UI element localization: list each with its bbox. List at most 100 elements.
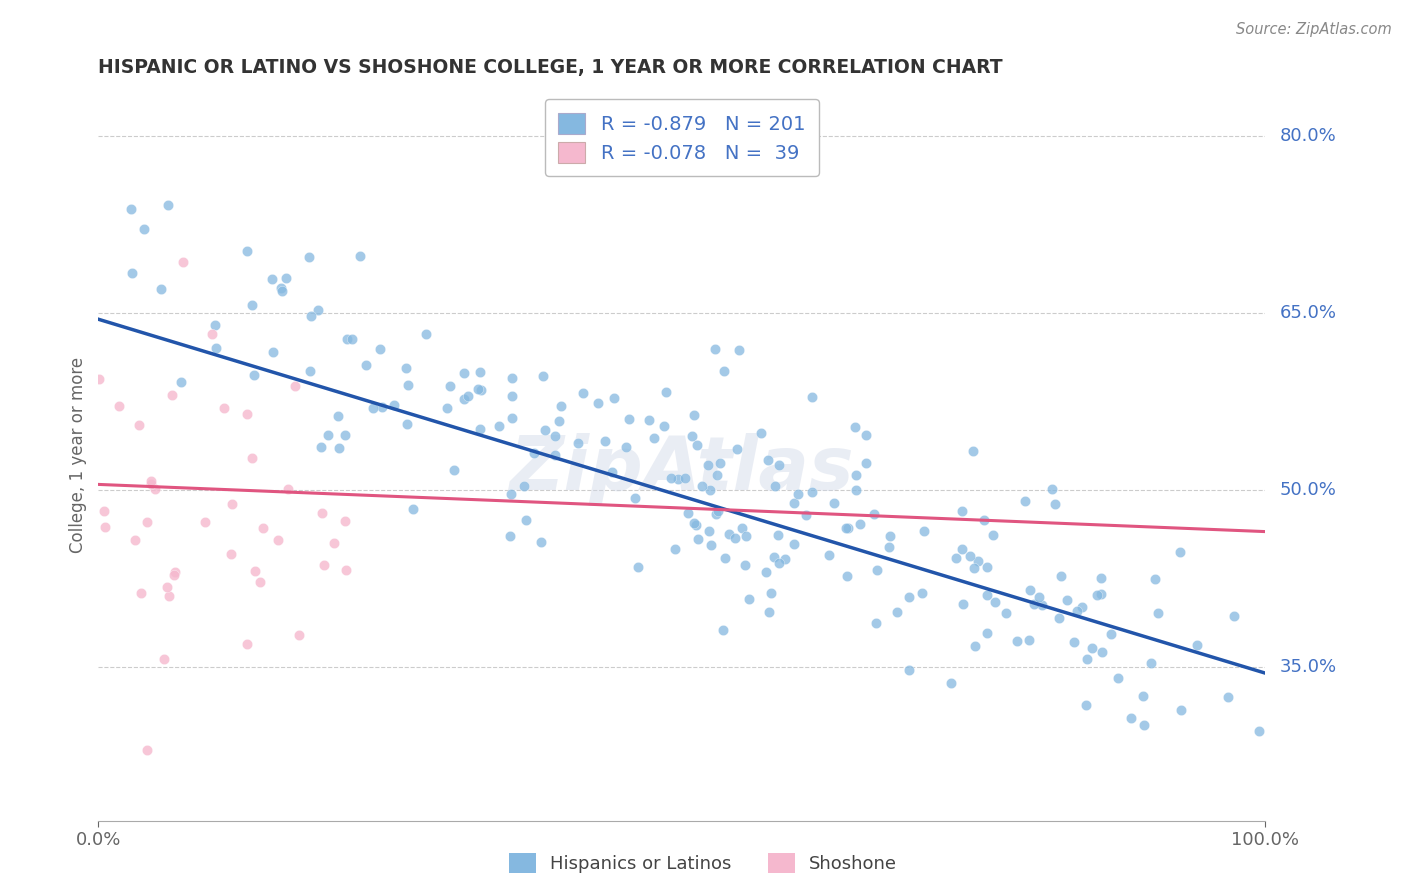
Point	[309, 440, 332, 454]
Point	[1133, 718, 1156, 732]
Point	[252, 521, 274, 535]
Point	[307, 302, 329, 317]
Point	[801, 390, 824, 404]
Point	[939, 676, 962, 690]
Point	[502, 411, 524, 425]
Point	[267, 533, 290, 548]
Point	[287, 628, 309, 642]
Point	[396, 377, 419, 392]
Point	[976, 560, 998, 574]
Point	[849, 517, 872, 532]
Point	[945, 551, 967, 566]
Point	[886, 605, 908, 619]
Point	[314, 558, 336, 572]
Point	[617, 412, 640, 426]
Point	[395, 360, 418, 375]
Point	[240, 298, 263, 312]
Point	[959, 549, 981, 563]
Point	[835, 568, 858, 582]
Point	[297, 250, 319, 264]
Point	[845, 467, 868, 482]
Point	[981, 527, 1004, 541]
Point	[877, 540, 900, 554]
Point	[686, 437, 709, 451]
Point	[1119, 711, 1142, 725]
Point	[235, 407, 257, 421]
Point	[436, 401, 458, 415]
Point	[735, 528, 758, 542]
Point	[768, 458, 790, 472]
Point	[717, 526, 740, 541]
Point	[567, 436, 589, 450]
Point	[588, 396, 610, 410]
Point	[530, 534, 553, 549]
Point	[652, 419, 675, 434]
Point	[531, 369, 554, 384]
Point	[467, 382, 489, 396]
Point	[976, 588, 998, 602]
Point	[835, 521, 858, 535]
Point	[152, 652, 174, 666]
Point	[759, 586, 782, 600]
Point	[212, 401, 235, 415]
Point	[501, 371, 523, 385]
Point	[499, 486, 522, 500]
Legend: R = -0.879   N = 201, R = -0.078   N =  39: R = -0.879 N = 201, R = -0.078 N = 39	[544, 99, 820, 177]
Point	[911, 586, 934, 600]
Point	[402, 502, 425, 516]
Text: ZipAtlas: ZipAtlas	[509, 433, 855, 506]
Point	[709, 457, 731, 471]
Point	[1185, 638, 1208, 652]
Point	[274, 271, 297, 285]
Point	[336, 332, 359, 346]
Point	[311, 506, 333, 520]
Point	[727, 343, 749, 358]
Point	[135, 515, 157, 529]
Point	[236, 244, 259, 259]
Point	[1090, 571, 1112, 585]
Point	[333, 514, 356, 528]
Point	[236, 637, 259, 651]
Point	[172, 254, 194, 268]
Point	[963, 640, 986, 654]
Point	[1014, 494, 1036, 508]
Point	[1019, 583, 1042, 598]
Point	[1063, 634, 1085, 648]
Point	[898, 663, 921, 677]
Point	[361, 401, 384, 416]
Point	[879, 528, 901, 542]
Point	[681, 429, 703, 443]
Point	[368, 342, 391, 356]
Point	[1056, 592, 1078, 607]
Point	[470, 384, 492, 398]
Point	[703, 342, 725, 356]
Point	[121, 266, 143, 280]
Point	[783, 496, 806, 510]
Text: Source: ZipAtlas.com: Source: ZipAtlas.com	[1236, 22, 1392, 37]
Point	[952, 597, 974, 611]
Point	[163, 568, 186, 582]
Point	[550, 400, 572, 414]
Point	[1168, 545, 1191, 559]
Point	[783, 537, 806, 551]
Point	[794, 508, 817, 522]
Point	[775, 552, 797, 566]
Point	[963, 561, 986, 575]
Point	[866, 563, 889, 577]
Text: 50.0%: 50.0%	[1279, 482, 1336, 500]
Point	[706, 467, 728, 482]
Point	[725, 442, 748, 457]
Point	[453, 392, 475, 406]
Point	[801, 484, 824, 499]
Point	[766, 528, 789, 542]
Text: HISPANIC OR LATINO VS SHOSHONE COLLEGE, 1 YEAR OR MORE CORRELATION CHART: HISPANIC OR LATINO VS SHOSHONE COLLEGE, …	[98, 57, 1002, 77]
Point	[995, 606, 1018, 620]
Point	[603, 391, 626, 405]
Point	[966, 554, 988, 568]
Point	[683, 516, 706, 531]
Point	[299, 364, 322, 378]
Point	[93, 504, 115, 518]
Point	[160, 388, 183, 402]
Point	[132, 222, 155, 236]
Point	[512, 479, 534, 493]
